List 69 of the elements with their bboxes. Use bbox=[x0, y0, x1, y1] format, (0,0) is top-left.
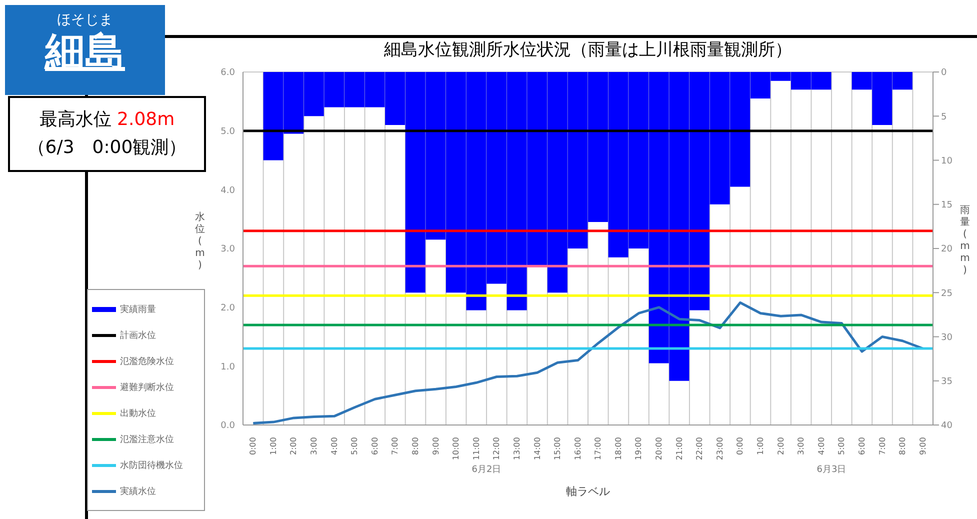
legend-label: 氾濫注意水位 bbox=[120, 434, 174, 446]
x-tick-label: 18:00 bbox=[614, 437, 623, 460]
y-tick-label: 3.0 bbox=[220, 244, 236, 255]
x-tick-label: 3:00 bbox=[310, 437, 319, 455]
x-tick-label: 13:00 bbox=[512, 437, 522, 460]
legend-label: 出動水位 bbox=[120, 408, 156, 420]
text: 細島 bbox=[43, 29, 126, 75]
legend-label: 実績雨量 bbox=[120, 304, 156, 316]
x-tick-label: 4:00 bbox=[816, 437, 826, 455]
y-axis-title: 水位(m) bbox=[193, 212, 207, 272]
legend-label: 計画水位 bbox=[120, 330, 156, 342]
x-tick-label: 15:00 bbox=[553, 437, 562, 460]
x-tick-label: 16:00 bbox=[573, 437, 582, 460]
x-tick-label: 12:00 bbox=[492, 437, 502, 460]
x-tick-label: 3:00 bbox=[796, 437, 806, 455]
chart-title: 細島水位観測所水位状況（雨量は上川根雨量観測所） bbox=[383, 39, 793, 61]
x-axis-title: 軸ラベル bbox=[565, 484, 611, 499]
legend-label: 実績水位 bbox=[120, 486, 156, 498]
y-tick-label: 2.0 bbox=[220, 304, 236, 314]
x-tick-label: 2:00 bbox=[289, 437, 298, 455]
x-tick-label: 6:00 bbox=[857, 437, 866, 455]
y-tick-label: 6.0 bbox=[220, 68, 236, 78]
x-tick-label: 5:00 bbox=[837, 437, 846, 455]
x-tick-label: 4:00 bbox=[330, 437, 339, 455]
y2-tick-label: 25 bbox=[941, 288, 952, 299]
x-tick-label: 11:00 bbox=[472, 437, 481, 460]
x-tick-label: 17:00 bbox=[594, 437, 603, 460]
y2-tick-label: 35 bbox=[941, 377, 952, 388]
y2-tick-label: 10 bbox=[941, 156, 953, 166]
x-tick-label: 8:00 bbox=[898, 437, 908, 455]
text: 最高水位 2.08m bbox=[38, 108, 176, 132]
y2-tick-label: 5 bbox=[941, 112, 947, 122]
x-tick-label: 7:00 bbox=[390, 437, 400, 455]
x-tick-label: 8:00 bbox=[411, 437, 420, 455]
legend-label: 氾濫危険水位 bbox=[120, 356, 174, 368]
legend-label: 避難判断水位 bbox=[120, 382, 174, 394]
x-tick-label: 9:00 bbox=[431, 437, 440, 455]
legend-label: 水防団待機水位 bbox=[120, 460, 183, 472]
x-tick-label: 23:00 bbox=[715, 437, 724, 460]
y2-tick-label: 20 bbox=[941, 244, 953, 255]
x-tick-label: 6:00 bbox=[370, 437, 380, 455]
line-series bbox=[252, 301, 924, 424]
x-tick-label: 10:00 bbox=[452, 437, 461, 460]
x-tick-label: 21:00 bbox=[674, 437, 684, 460]
x-tick-label: 1:00 bbox=[756, 437, 765, 455]
y2-tick-label: 40 bbox=[941, 421, 953, 432]
x-tick-label: 5:00 bbox=[350, 437, 360, 455]
x-tick-label: 0:00 bbox=[736, 437, 745, 455]
text: （6/3 0:00観測） bbox=[26, 136, 188, 160]
y2-axis-title: 雨量(mm) bbox=[958, 205, 972, 277]
x-tick-label: 19:00 bbox=[634, 437, 644, 460]
text: 6月2日 bbox=[470, 464, 502, 476]
y-tick-label: 5.0 bbox=[220, 127, 236, 138]
x-tick-label: 1:00 bbox=[268, 437, 278, 455]
y2-tick-label: 15 bbox=[941, 200, 952, 211]
y-tick-label: 1.0 bbox=[220, 362, 236, 372]
y-tick-label: 4.0 bbox=[220, 186, 236, 196]
x-tick-label: 9:00 bbox=[918, 437, 928, 455]
x-tick-label: 14:00 bbox=[532, 437, 542, 460]
text: 6月3日 bbox=[816, 464, 848, 476]
x-tick-label: 7:00 bbox=[878, 437, 887, 455]
text: ほそじま bbox=[56, 11, 114, 29]
y2-tick-label: 30 bbox=[941, 332, 953, 343]
y2-tick-label: 0 bbox=[941, 68, 947, 78]
x-tick-label: 0:00 bbox=[248, 437, 258, 455]
x-tick-label: 20:00 bbox=[654, 437, 664, 460]
x-tick-label: 22:00 bbox=[695, 437, 704, 460]
x-tick-label: 2:00 bbox=[776, 437, 786, 455]
y-tick-label: 0.0 bbox=[220, 421, 236, 432]
